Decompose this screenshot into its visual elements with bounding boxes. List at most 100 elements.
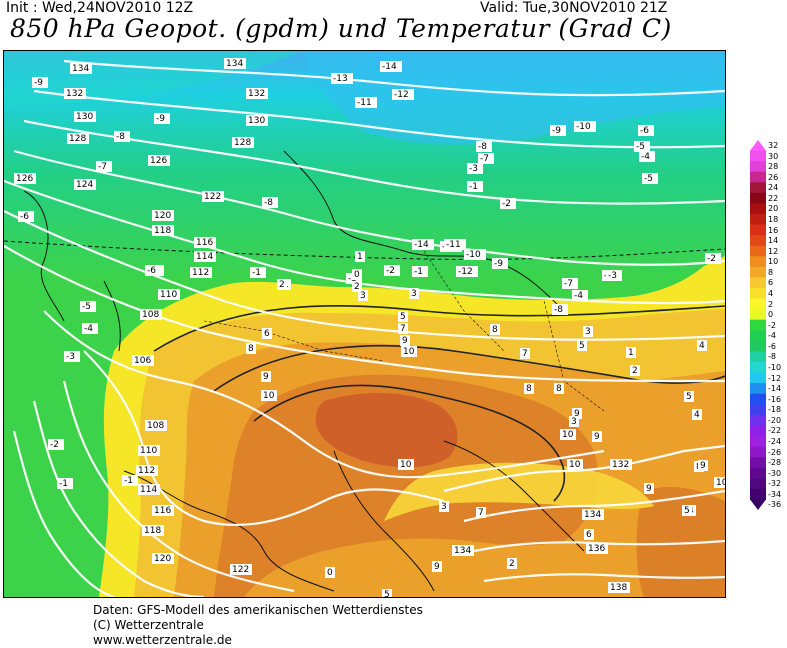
temperature-label-box (562, 278, 578, 289)
temperature-label: 6 (586, 530, 592, 540)
colorbar-label: 16 (768, 225, 779, 235)
temperature-label: -5 (636, 142, 645, 152)
temperature-label: -1 (469, 182, 478, 192)
temperature-label: 2 (509, 559, 515, 569)
geopotential-label: 116 (196, 238, 213, 248)
temperature-label: 9 (646, 484, 652, 494)
temperature-label-box (392, 89, 414, 100)
geopotential-label-box (194, 251, 216, 262)
geopotential-label: 122 (204, 192, 221, 202)
temperature-label-box (697, 340, 707, 351)
colorbar-cell (750, 351, 766, 363)
zero-degree-line (4, 240, 725, 260)
temperature-label-box (355, 251, 365, 262)
geopotential-label-box (582, 509, 604, 520)
geopotential-label: 124 (76, 180, 93, 190)
temperature-label: -2 (50, 440, 59, 450)
colorbar-label: 6 (768, 278, 774, 288)
colorbar-cell (750, 436, 766, 448)
temperature-label-box (490, 324, 500, 335)
temperature-label-box (592, 431, 602, 442)
temperature-label: -12 (394, 90, 409, 100)
colorbar-cell (750, 182, 766, 194)
colorbar-label: -36 (768, 500, 782, 510)
colorbar-label: -30 (768, 468, 782, 478)
temperature-label-box (492, 258, 508, 269)
colorbar-label: 22 (768, 193, 779, 203)
temperature-label-box (572, 290, 588, 301)
colorbar-label: -34 (768, 489, 782, 499)
temperature-label-box (398, 459, 414, 470)
temperature-label-box (352, 281, 362, 292)
temperature-label-box (154, 113, 170, 124)
geopotential-label: 132 (612, 460, 629, 470)
temperature-label: 6 (264, 329, 270, 339)
temperature-label-box (583, 326, 593, 337)
geopotential-label-box (74, 179, 96, 190)
geopotential-label: 108 (142, 310, 159, 320)
temperature-label-box (122, 475, 138, 486)
temperature-label-box (467, 181, 483, 192)
temperature-label-box (432, 561, 442, 572)
temperature-labels: -9-8-9-7-8-6-6-5-4-3-2-1-1-14-13-12-11-1… (18, 61, 725, 597)
temperature-label: 4 (699, 341, 705, 351)
colorbar-cell (750, 277, 766, 289)
temperature-label-box (639, 151, 655, 162)
geopotential-label-box (586, 543, 608, 554)
temperature-label-box (384, 265, 400, 276)
colorbar-cell (750, 478, 766, 490)
coastline-scand (283, 150, 565, 312)
temperature-label-box (476, 141, 492, 152)
colorbar-label: 26 (768, 172, 779, 182)
temperature-label-box (467, 163, 483, 174)
temperature-label: -7 (480, 154, 489, 164)
temperature-label: 10 (716, 478, 725, 488)
geopotential-label-box (452, 545, 474, 556)
temperature-label: -4 (84, 324, 93, 334)
colorbar-cell (750, 404, 766, 416)
temperature-label: -8 (554, 305, 563, 315)
hottest-region (315, 392, 458, 468)
weather-map: 134 134 132 132 130 130 128 128 126 126 124 122 120 1… (3, 50, 726, 598)
temperature-label-box (569, 416, 579, 427)
temperature-label-box (567, 459, 583, 470)
temperature-label: -6 (20, 212, 29, 222)
colorbar-label: -24 (768, 437, 782, 446)
colorbar-cell (750, 235, 766, 247)
colorbar-cell (750, 214, 766, 226)
temperature-label: -8 (478, 142, 487, 152)
temperature-label: -9 (494, 259, 503, 269)
colorbar-cell (750, 414, 766, 426)
colorbar-cell (750, 340, 766, 352)
temperature-label: 1 (628, 348, 634, 358)
temperature-label: -2 (386, 266, 395, 276)
temperature-label: -7 (564, 279, 573, 289)
colorbar-label: 2 (768, 299, 774, 309)
colorbar-cell (750, 203, 766, 215)
temperature-label: 3 (585, 327, 591, 337)
colorbar-cell (750, 393, 766, 405)
temperature-label: 10 (562, 430, 574, 440)
geopotential-label: 110 (160, 290, 177, 300)
temperature-label: 5 (384, 590, 390, 597)
geopotential-label-box (608, 582, 630, 593)
temperature-label: 9 (434, 562, 440, 572)
temperature-label-box (714, 477, 725, 488)
temperature-label-box (626, 347, 636, 358)
geopotential-label: 128 (69, 134, 86, 144)
geopotential-label: 134 (226, 59, 243, 69)
colorbar-cell (750, 161, 766, 173)
colorbar-cell (750, 330, 766, 342)
temperature-label-box (64, 351, 80, 362)
temperature-label: 9 (574, 409, 580, 419)
geopotential-label: 122 (232, 565, 249, 575)
map-title: 850 hPa Geopot. (gpdm) und Temperatur (G… (10, 14, 672, 43)
temperature-label: 2 (354, 282, 360, 292)
temperature-label: 5 (686, 392, 692, 402)
colorbar-cell (750, 192, 766, 204)
geopotential-label-box (74, 111, 96, 122)
temperature-label-box (584, 529, 594, 540)
geopotential-label: 130 (76, 112, 93, 122)
temperature-label-box (277, 279, 287, 290)
colorbar-label: 30 (768, 151, 779, 161)
